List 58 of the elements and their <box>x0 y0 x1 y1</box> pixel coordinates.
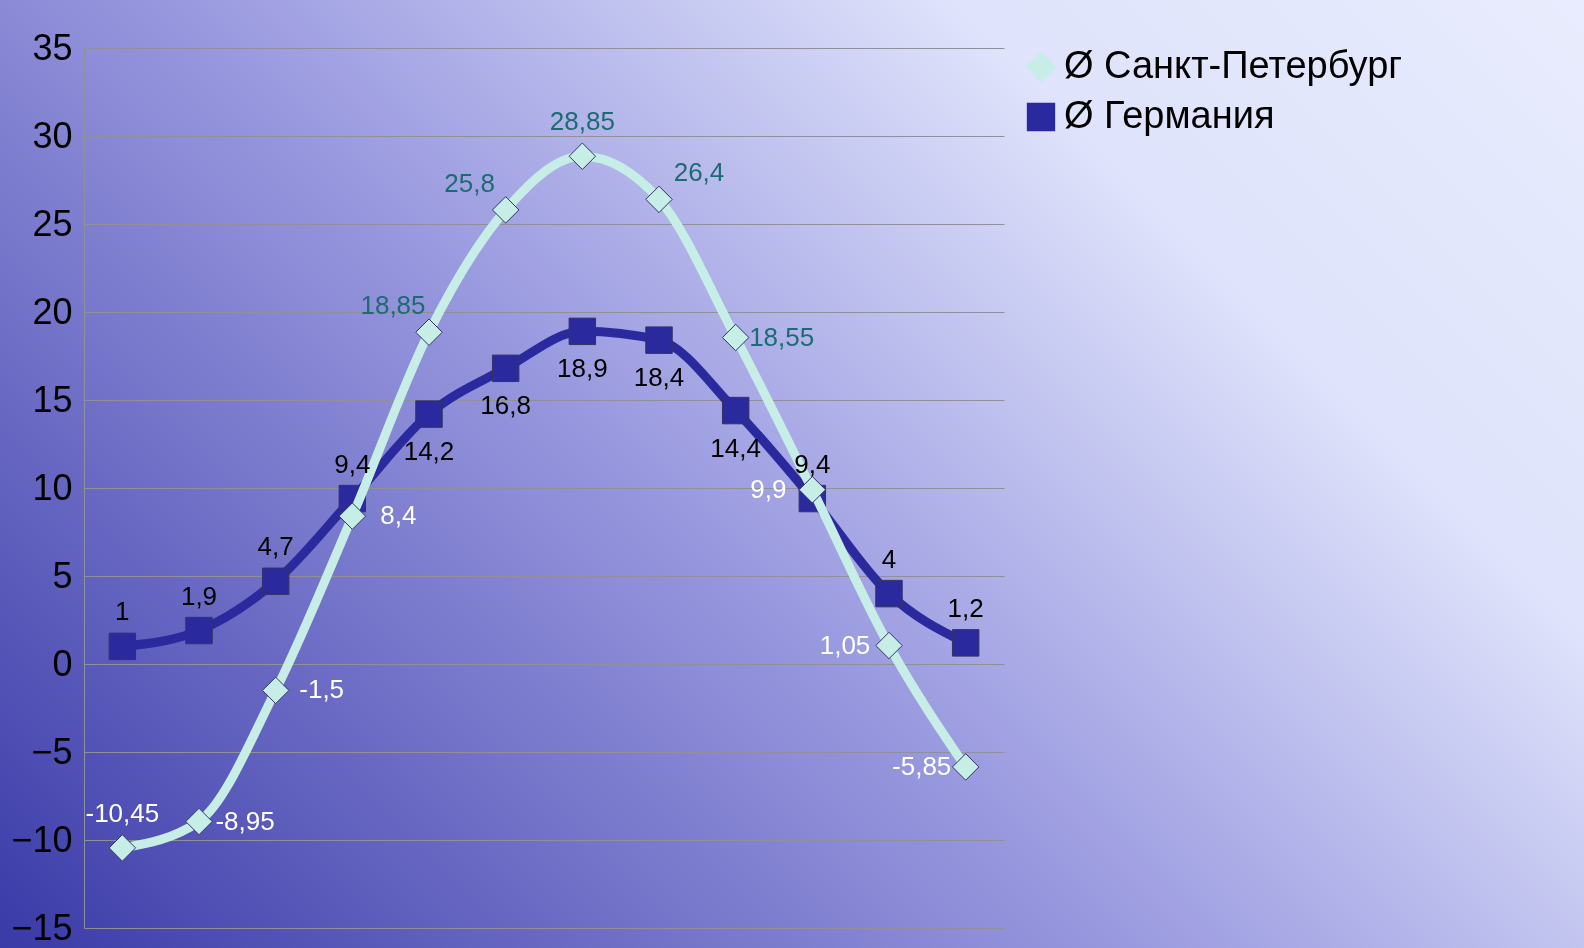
data-label: 14,4 <box>710 432 761 463</box>
data-label: -10,45 <box>85 797 160 828</box>
point <box>185 807 213 836</box>
point <box>261 676 290 705</box>
point <box>491 354 520 383</box>
point <box>875 579 903 608</box>
data-label: 9,4 <box>334 448 371 479</box>
point <box>415 400 443 428</box>
y-tick-label: −5 <box>31 730 73 772</box>
data-label: 18,9 <box>557 353 608 384</box>
data-label: 9,4 <box>794 448 831 479</box>
y-tick-label: 30 <box>32 114 73 156</box>
point <box>568 317 597 346</box>
data-label: -5,85 <box>892 750 952 781</box>
y-tick-label: 0 <box>52 642 73 684</box>
point <box>875 631 903 660</box>
y-tick-label: −15 <box>11 906 73 948</box>
y-tick-label: 10 <box>32 466 73 508</box>
data-label: 1,05 <box>819 629 871 660</box>
data-label: 8,4 <box>380 500 417 531</box>
point <box>338 502 367 530</box>
point <box>798 476 827 504</box>
data-label: 18,4 <box>633 362 685 393</box>
y-tick-label: 25 <box>32 202 73 244</box>
legend-label: Ø Германия <box>1064 94 1275 136</box>
data-label: 18,55 <box>749 321 815 352</box>
point <box>108 632 137 661</box>
data-label: 1 <box>115 596 130 627</box>
data-label: 14,2 <box>403 436 455 467</box>
point <box>568 142 597 170</box>
point <box>721 396 750 425</box>
point <box>645 185 673 214</box>
point <box>415 318 443 346</box>
y-tick-label: 5 <box>52 554 73 596</box>
point <box>261 567 290 596</box>
data-label: -8,95 <box>215 805 275 836</box>
data-label: 18,85 <box>360 290 426 321</box>
data-label: 4 <box>881 543 897 574</box>
point <box>185 616 213 645</box>
y-tick-label: −10 <box>11 818 73 860</box>
y-tick-label: 35 <box>32 26 73 68</box>
point <box>951 629 980 657</box>
data-label: 16,8 <box>480 390 531 421</box>
point <box>951 753 980 781</box>
data-label: 1,2 <box>947 592 984 623</box>
data-label: 1,9 <box>180 580 218 611</box>
y-tick-label: 20 <box>32 290 73 332</box>
point <box>491 196 520 224</box>
y-tick-label: 15 <box>32 378 73 420</box>
legend-label: Ø Санкт-Петербург <box>1064 44 1403 86</box>
data-label: 28,85 <box>549 106 615 137</box>
point <box>645 326 673 354</box>
data-label: 26,4 <box>673 157 725 188</box>
data-label: -1,5 <box>299 674 345 705</box>
point <box>108 834 137 862</box>
data-label: 4,7 <box>257 531 294 562</box>
point <box>721 323 750 352</box>
data-label: 25,8 <box>444 167 495 198</box>
